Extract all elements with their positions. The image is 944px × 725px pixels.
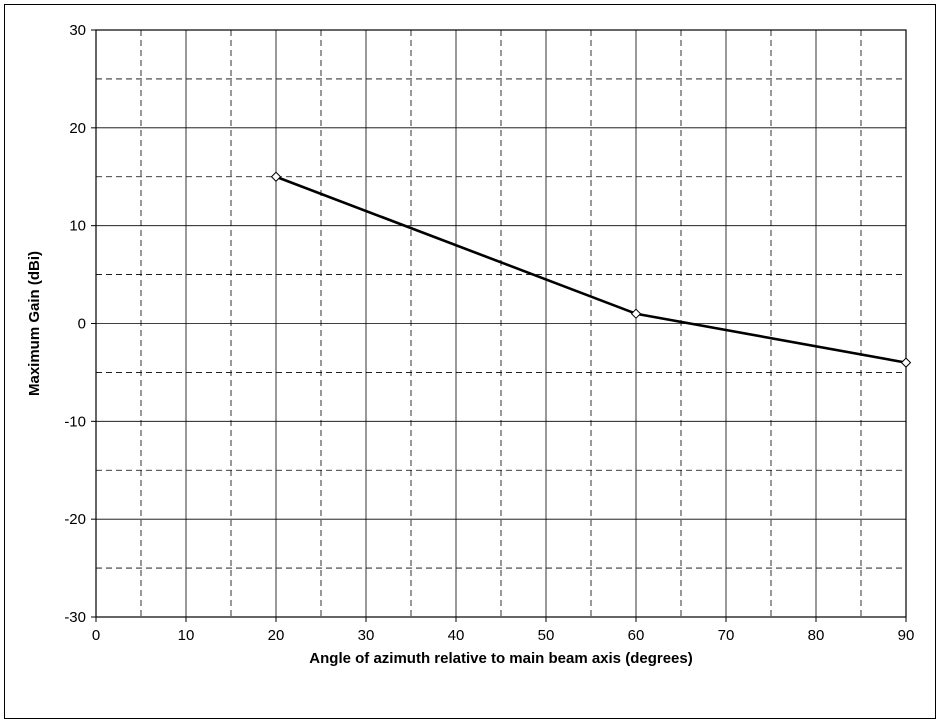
x-tick-label: 80 [808, 627, 825, 644]
y-tick-label: 0 [78, 316, 86, 333]
series-layer [270, 171, 912, 368]
y-tick-label: -30 [64, 609, 86, 626]
y-tick-label: 20 [69, 120, 86, 137]
tick-labels: 0 10 20 30 40 50 60 70 80 90 -30 -20 -10 0 10 20 30 [64, 22, 914, 644]
y-tick-label: -10 [64, 413, 86, 430]
y-tick-label: 10 [69, 218, 86, 235]
x-axis-label: Angle of azimuth relative to main beam a… [309, 650, 692, 667]
x-tick-label: 60 [628, 627, 645, 644]
x-tick-label: 90 [898, 627, 915, 644]
chart-frame [4, 4, 936, 719]
y-tick-label: -20 [64, 511, 86, 528]
data-point-marker [270, 171, 282, 182]
data-point-marker [900, 357, 912, 368]
x-tick-label: 70 [718, 627, 735, 644]
plot-area [95, 29, 907, 618]
x-tick-label: 20 [268, 627, 285, 644]
y-axis-label: Maximum Gain (dBi) [26, 251, 43, 396]
x-tick-label: 0 [92, 627, 100, 644]
y-tick-label: 30 [69, 22, 86, 39]
gridlines [91, 29, 907, 622]
x-tick-label: 10 [178, 627, 195, 644]
data-point-marker [630, 308, 642, 319]
x-tick-label: 40 [448, 627, 465, 644]
x-tick-label: 30 [358, 627, 375, 644]
x-tick-label: 50 [538, 627, 555, 644]
